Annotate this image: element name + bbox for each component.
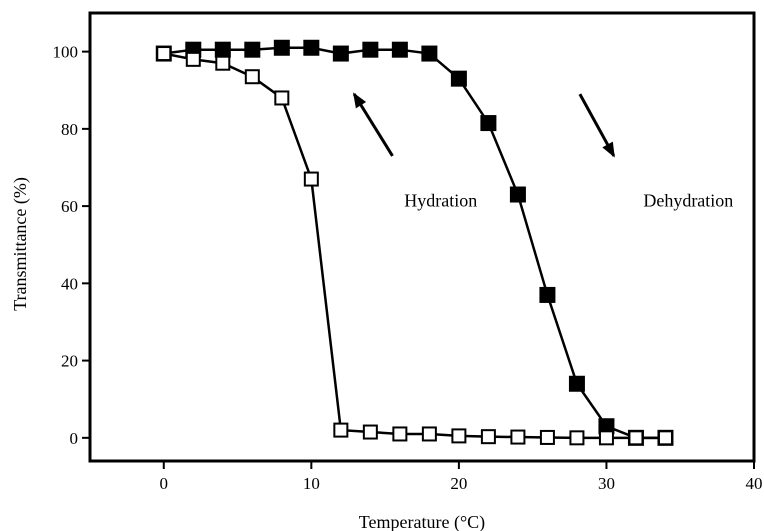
annotation-arrowhead-2 xyxy=(602,141,615,158)
y-tick-label: 80 xyxy=(61,120,78,139)
open-square-point xyxy=(451,428,467,444)
series-layer xyxy=(155,39,674,446)
y-tick-label: 100 xyxy=(53,43,79,62)
x-tick-label: 20 xyxy=(450,474,467,493)
series-line-1 xyxy=(163,46,666,440)
open-square-point xyxy=(303,171,319,187)
open-square-point xyxy=(244,69,260,85)
filled-square-point xyxy=(539,286,556,303)
open-square-point xyxy=(421,426,437,442)
filled-square-point xyxy=(450,70,467,87)
open-square-point xyxy=(333,422,349,438)
plot-frame xyxy=(88,11,756,463)
filled-square-point xyxy=(214,41,231,58)
series-dotted-line-1 xyxy=(163,47,666,439)
y-axis: 0 20 40 60 80 100 xyxy=(53,43,90,448)
filled-square-point xyxy=(509,186,526,203)
y-axis-title: Transmittance (%) xyxy=(10,177,31,311)
open-square-point xyxy=(539,429,555,445)
filled-square-point xyxy=(421,45,438,62)
filled-square-point xyxy=(391,41,408,58)
filled-square-point xyxy=(480,115,497,132)
open-square-point xyxy=(362,424,378,440)
x-tick-label: 0 xyxy=(160,474,169,493)
open-square-point xyxy=(628,430,644,446)
open-square-point xyxy=(156,46,172,62)
y-tick-label: 40 xyxy=(61,274,78,293)
y-tick-label: 60 xyxy=(61,197,78,216)
filled-square-point xyxy=(332,45,349,62)
filled-square-point xyxy=(568,375,585,392)
y-tick-label: 0 xyxy=(70,429,79,448)
annotation-label-1: Hydration xyxy=(404,190,477,210)
y-tick-label: 20 xyxy=(61,352,78,371)
open-square-point xyxy=(215,55,231,71)
open-square-point xyxy=(598,430,614,446)
open-square-point xyxy=(657,430,673,446)
filled-square-point xyxy=(303,39,320,56)
filled-square-point xyxy=(244,41,261,58)
open-square-point xyxy=(185,51,201,67)
open-square-point xyxy=(274,90,290,106)
x-tick-label: 10 xyxy=(303,474,320,493)
open-square-point xyxy=(392,426,408,442)
filled-square-point xyxy=(273,39,290,56)
open-square-point xyxy=(569,430,585,446)
annotation-arrowhead-1 xyxy=(353,92,367,109)
x-axis: 0 10 20 30 40 xyxy=(160,461,763,493)
x-axis-title: Temperature (°C) xyxy=(359,512,485,531)
annotation-label-2: Dehydration xyxy=(643,190,733,210)
open-square-point xyxy=(480,429,496,445)
annotations: Hydration Dehydration xyxy=(352,92,733,210)
x-tick-label: 40 xyxy=(746,474,763,493)
open-square-point xyxy=(510,429,526,445)
filled-square-point xyxy=(362,41,379,58)
x-tick-label: 30 xyxy=(598,474,615,493)
